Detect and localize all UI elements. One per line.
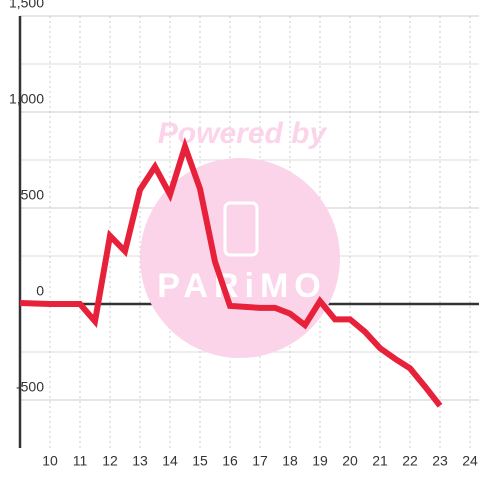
x-tick-label: 20: [342, 453, 358, 469]
x-tick-label: 13: [132, 453, 148, 469]
x-tick-label: 15: [192, 453, 208, 469]
data-line: [19, 137, 443, 408]
y-tick-label: 500: [21, 187, 45, 203]
y-tick-label: 0: [36, 283, 44, 299]
x-tick-label: 19: [312, 453, 328, 469]
x-tick-label: 14: [162, 453, 178, 469]
y-tick-label: 1,000: [9, 91, 44, 107]
x-tick-label: 24: [462, 453, 478, 469]
x-tick-label: 17: [252, 453, 268, 469]
x-tick-label: 11: [73, 453, 88, 469]
x-tick-label: 22: [402, 453, 418, 469]
x-tick-label: 16: [222, 453, 238, 469]
x-tick-label: 10: [42, 453, 58, 469]
x-tick-label: 18: [282, 453, 298, 469]
x-tick-label: 21: [372, 453, 388, 469]
x-tick-label: 12: [102, 453, 118, 469]
watermark-logo: PARiMO: [157, 267, 326, 305]
y-tick-label: 1,500: [9, 0, 44, 11]
watermark-badge: [140, 158, 340, 358]
y-tick-label: -500: [16, 379, 44, 395]
watermark-icon: [223, 201, 259, 257]
x-tick-label: 23: [432, 453, 448, 469]
